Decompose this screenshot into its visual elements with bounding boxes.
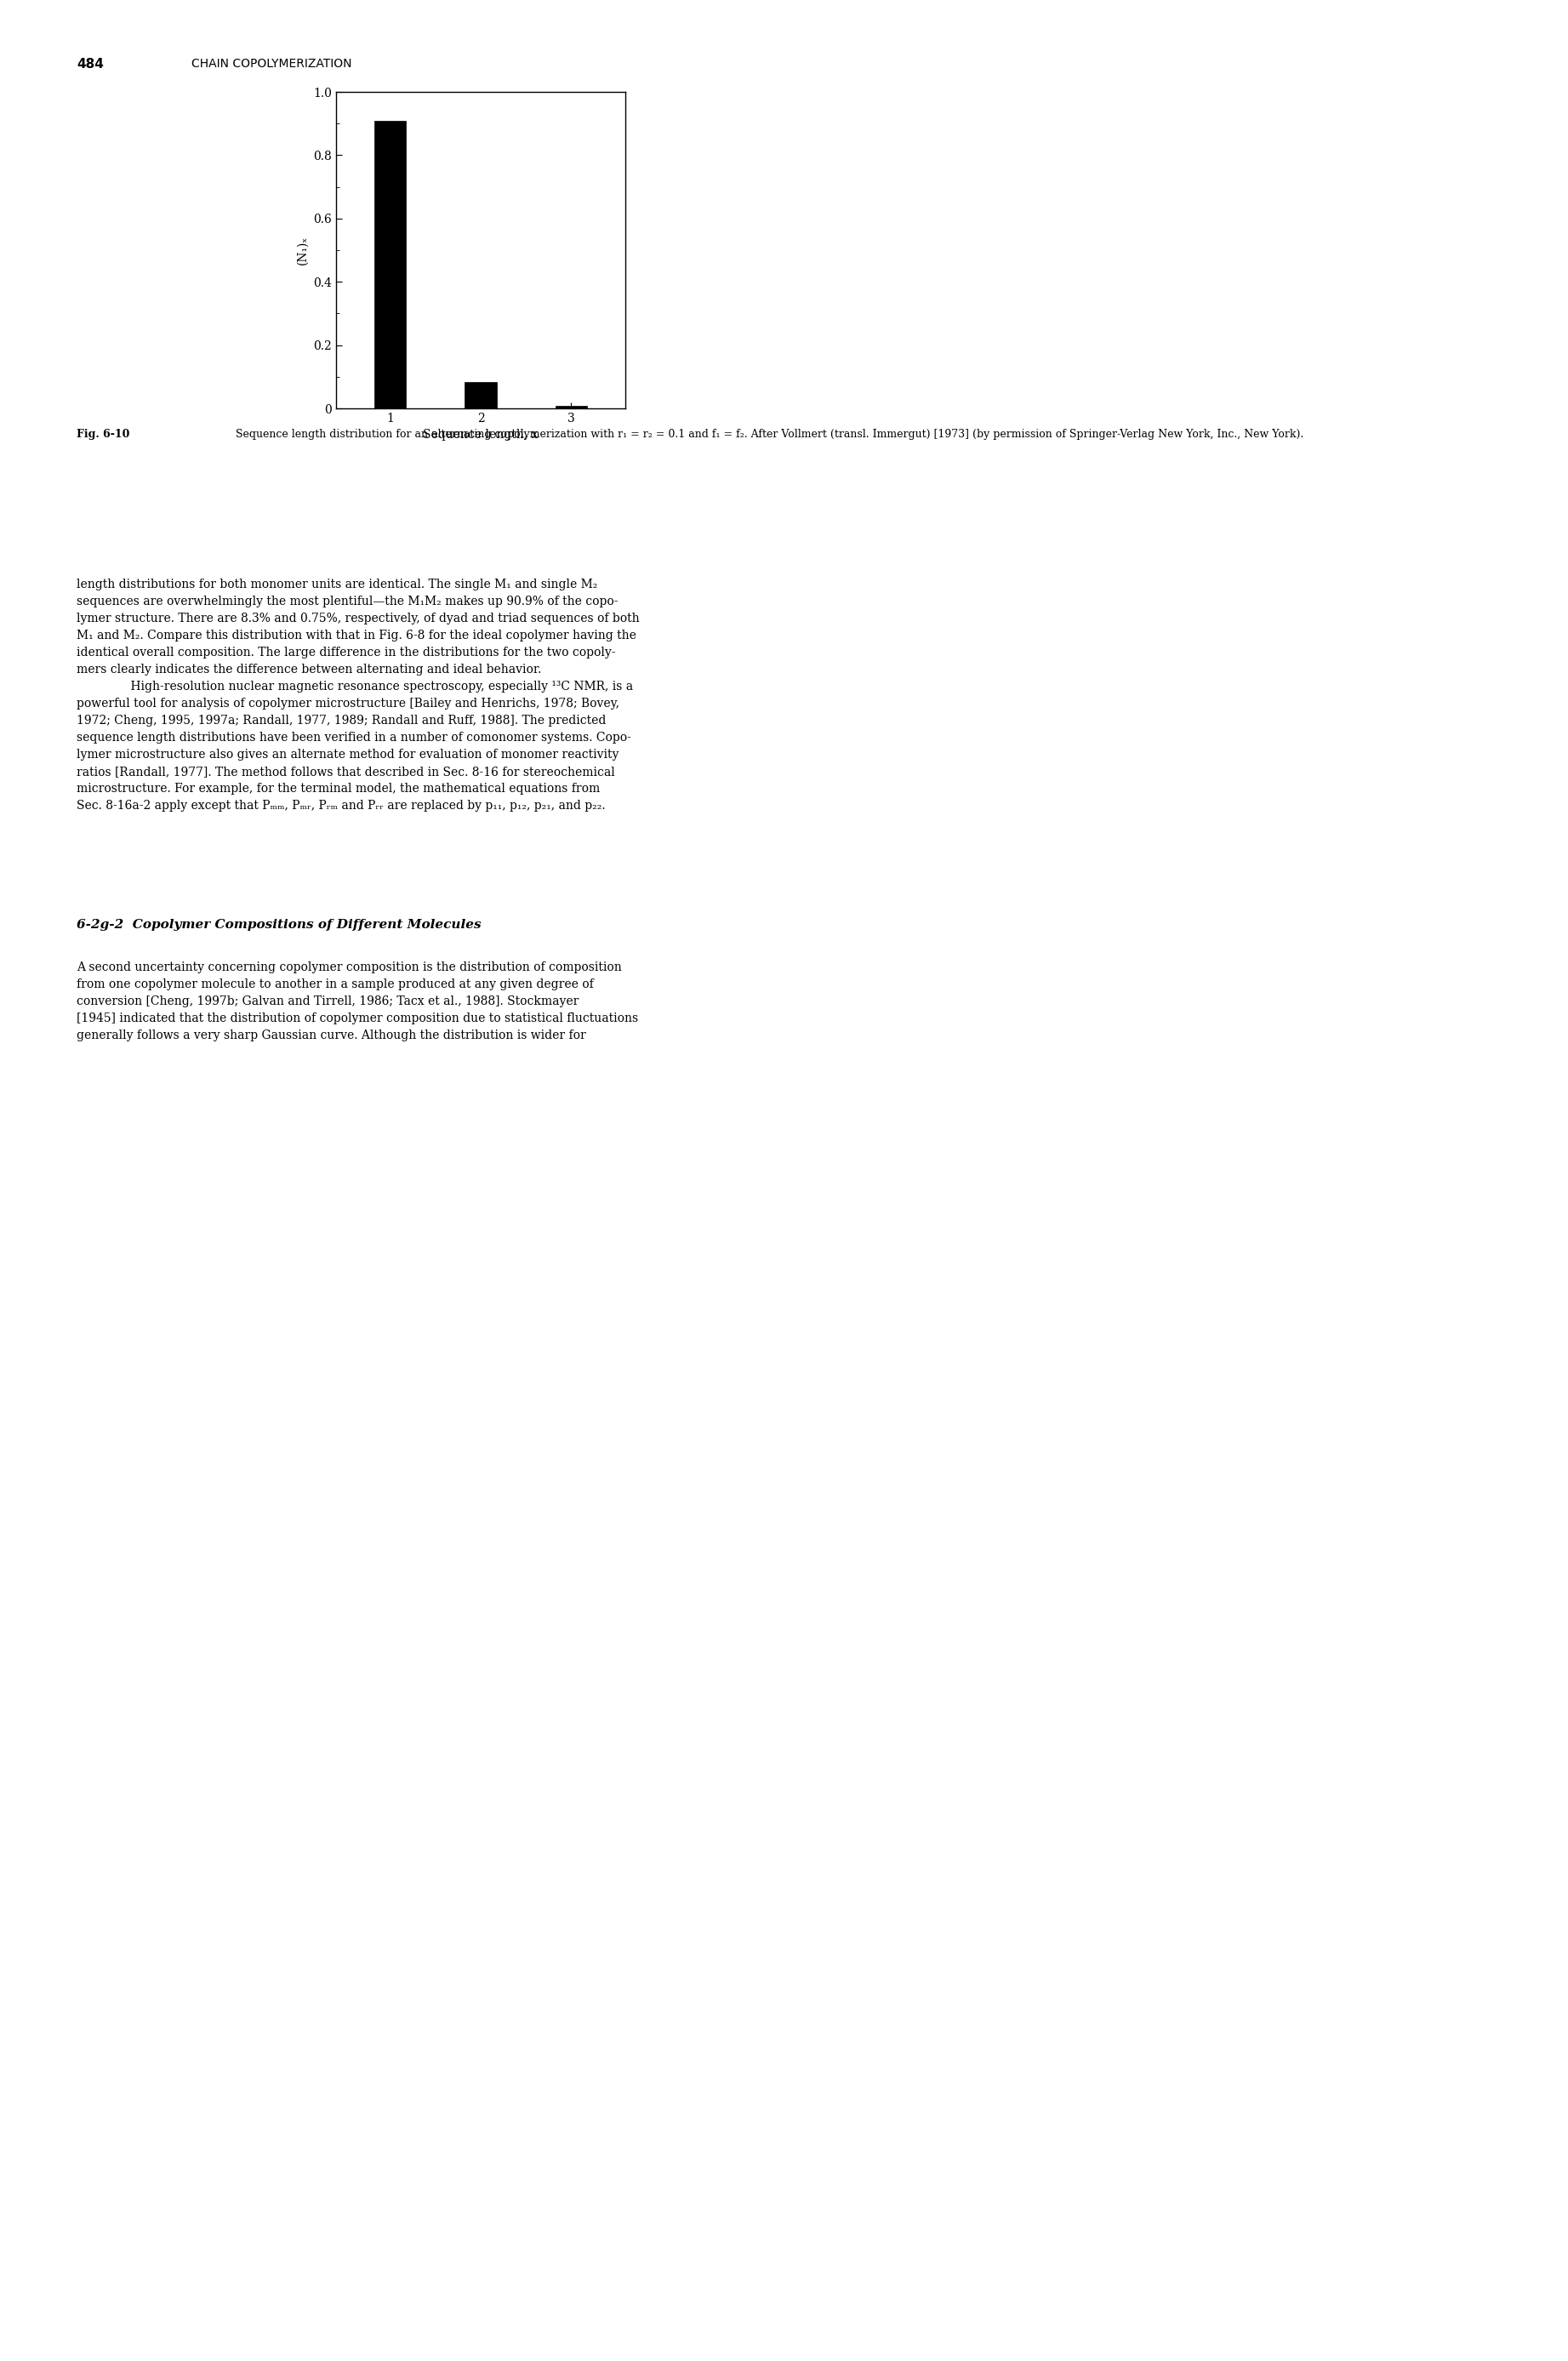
Text: sequences are overwhelmingly the most plentiful—the M₁M₂ makes up 90.9% of the c: sequences are overwhelmingly the most pl… bbox=[77, 595, 618, 607]
Text: from one copolymer molecule to another in a sample produced at any given degree : from one copolymer molecule to another i… bbox=[77, 977, 594, 989]
Text: CHAIN COPOLYMERIZATION: CHAIN COPOLYMERIZATION bbox=[191, 59, 351, 71]
Text: identical overall composition. The large difference in the distributions for the: identical overall composition. The large… bbox=[77, 647, 616, 659]
Text: Sequence length distribution for an alternating copolymerization with r₁ = r₂ = : Sequence length distribution for an alte… bbox=[229, 430, 1305, 439]
Text: lymer microstructure also gives an alternate method for evaluation of monomer re: lymer microstructure also gives an alter… bbox=[77, 748, 619, 760]
Text: powerful tool for analysis of copolymer microstructure [Bailey and Henrichs, 197: powerful tool for analysis of copolymer … bbox=[77, 696, 619, 711]
Text: mers clearly indicates the difference between alternating and ideal behavior.: mers clearly indicates the difference be… bbox=[77, 663, 541, 675]
Text: 1972; Cheng, 1995, 1997a; Randall, 1977, 1989; Randall and Ruff, 1988]. The pred: 1972; Cheng, 1995, 1997a; Randall, 1977,… bbox=[77, 715, 607, 727]
X-axis label: Sequence length, x: Sequence length, x bbox=[423, 430, 538, 442]
Text: A second uncertainty concerning copolymer composition is the distribution of com: A second uncertainty concerning copolyme… bbox=[77, 961, 622, 973]
Text: Sec. 8-16a-2 apply except that Pₘₘ, Pₘᵣ, Pᵣₘ and Pᵣᵣ are replaced by p₁₁, p₁₂, p: Sec. 8-16a-2 apply except that Pₘₘ, Pₘᵣ,… bbox=[77, 800, 605, 812]
Bar bbox=[555, 406, 586, 408]
Text: High-resolution nuclear magnetic resonance spectroscopy, especially ¹³C NMR, is : High-resolution nuclear magnetic resonan… bbox=[116, 680, 633, 692]
Text: microstructure. For example, for the terminal model, the mathematical equations : microstructure. For example, for the ter… bbox=[77, 784, 601, 796]
Text: 484: 484 bbox=[77, 57, 103, 71]
Bar bbox=[464, 382, 497, 408]
Text: M₁ and M₂. Compare this distribution with that in Fig. 6-8 for the ideal copolym: M₁ and M₂. Compare this distribution wit… bbox=[77, 630, 637, 642]
Text: conversion [Cheng, 1997b; Galvan and Tirrell, 1986; Tacx et al., 1988]. Stockmay: conversion [Cheng, 1997b; Galvan and Tir… bbox=[77, 996, 579, 1008]
Text: length distributions for both monomer units are identical. The single M₁ and sin: length distributions for both monomer un… bbox=[77, 578, 597, 590]
Y-axis label: (N₁)ₓ: (N₁)ₓ bbox=[296, 236, 309, 264]
Text: [1945] indicated that the distribution of copolymer composition due to statistic: [1945] indicated that the distribution o… bbox=[77, 1013, 638, 1025]
Text: Fig. 6-10: Fig. 6-10 bbox=[77, 430, 130, 439]
Text: sequence length distributions have been verified in a number of comonomer system: sequence length distributions have been … bbox=[77, 732, 632, 744]
Text: generally follows a very sharp Gaussian curve. Although the distribution is wide: generally follows a very sharp Gaussian … bbox=[77, 1029, 586, 1041]
Bar bbox=[375, 120, 406, 408]
Text: ratios [Randall, 1977]. The method follows that described in Sec. 8-16 for stere: ratios [Randall, 1977]. The method follo… bbox=[77, 765, 615, 777]
Text: lymer structure. There are 8.3% and 0.75%, respectively, of dyad and triad seque: lymer structure. There are 8.3% and 0.75… bbox=[77, 611, 640, 626]
Text: 6-2g-2  Copolymer Compositions of Different Molecules: 6-2g-2 Copolymer Compositions of Differe… bbox=[77, 918, 481, 930]
